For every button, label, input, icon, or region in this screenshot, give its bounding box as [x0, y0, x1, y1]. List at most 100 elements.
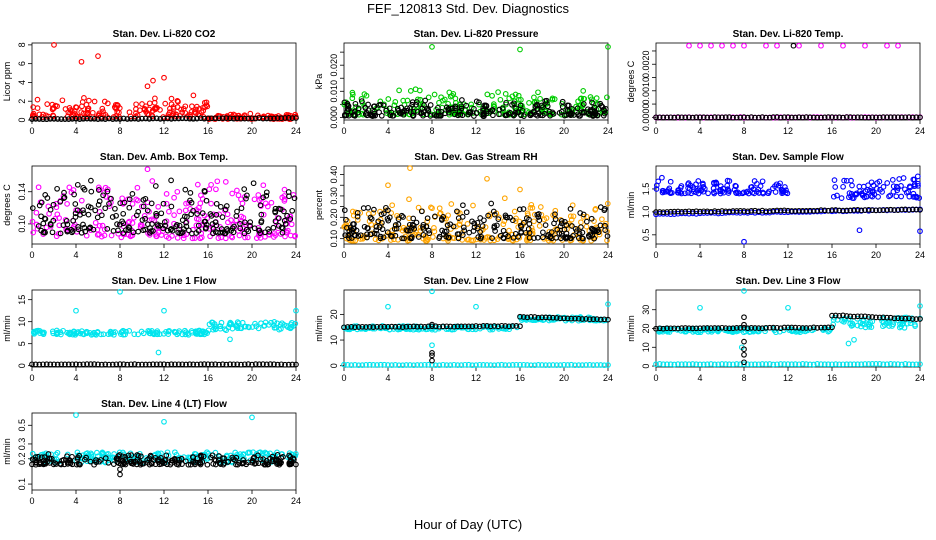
y-tick-label: 1.0 [641, 206, 651, 219]
data-point [91, 329, 97, 336]
data-point [131, 361, 138, 367]
data-point [711, 325, 718, 331]
data-point [887, 192, 894, 199]
data-point [818, 207, 824, 213]
data-point [80, 207, 86, 214]
x-tick-label: 0 [653, 373, 658, 383]
data-point [135, 452, 142, 459]
data-point [244, 192, 250, 199]
data-point [909, 114, 916, 121]
data-point [365, 107, 372, 114]
data-point [54, 103, 60, 110]
data-point [759, 325, 766, 332]
data-point [139, 361, 145, 368]
y-tick-label: 0 [17, 117, 27, 122]
panel-title: Stan. Dev. Gas Stream RH [414, 152, 537, 163]
data-point [895, 207, 901, 213]
data-point [260, 456, 267, 462]
data-point [825, 114, 832, 120]
data-point [262, 229, 268, 236]
data-point [53, 331, 60, 337]
data-point [143, 108, 149, 115]
data-point [715, 114, 722, 121]
data-point [450, 105, 456, 112]
data-point [272, 208, 278, 215]
data-point [506, 362, 512, 368]
data-point [119, 453, 126, 460]
data-point [671, 208, 678, 215]
data-point [873, 114, 879, 121]
data-point [463, 209, 470, 216]
data-point [87, 204, 94, 211]
data-point [485, 212, 491, 219]
data-point [546, 314, 553, 321]
data-point [282, 115, 288, 121]
panel-title: Stan. Dev. Line 1 Flow [112, 276, 217, 287]
data-point [693, 189, 699, 196]
data-point [481, 217, 487, 224]
data-point [664, 361, 670, 368]
data-point [126, 328, 133, 334]
data-point [223, 115, 230, 121]
data-point [395, 216, 402, 222]
data-point [898, 193, 905, 200]
data-point [62, 116, 68, 122]
data-point [181, 226, 187, 232]
data-point [29, 205, 36, 211]
data-point [400, 214, 406, 220]
data-point [854, 313, 861, 320]
data-point [741, 351, 747, 358]
data-point [409, 101, 416, 108]
data-point [497, 96, 504, 103]
data-point [437, 210, 444, 217]
data-point [880, 207, 887, 214]
data-point [580, 214, 587, 220]
data-series [653, 361, 923, 368]
data-point [895, 361, 901, 367]
data-point [234, 208, 240, 215]
data-point [109, 116, 116, 122]
data-point [168, 177, 174, 184]
data-point [215, 235, 222, 241]
y-tick-label: 0.40 [329, 166, 339, 184]
data-point [412, 86, 419, 93]
data-point [510, 234, 517, 241]
data-point [63, 218, 70, 224]
data-point [51, 361, 57, 368]
y-tick-label: 6 [17, 61, 27, 66]
data-point [719, 208, 725, 214]
data-point [34, 96, 41, 103]
panel-title: Stan. Dev. Line 2 Flow [424, 276, 529, 287]
data-point [894, 187, 901, 194]
data-point [122, 454, 129, 460]
x-tick-label: 8 [117, 126, 122, 136]
data-point [179, 331, 186, 338]
data-point [84, 361, 90, 367]
data-point [788, 361, 795, 368]
data-point [498, 361, 505, 368]
data-point [202, 188, 208, 195]
data-point [774, 207, 780, 214]
data-point [40, 220, 47, 227]
data-point [269, 453, 276, 460]
data-point [711, 208, 718, 214]
data-point [349, 95, 356, 102]
data-point [506, 95, 513, 102]
x-tick-label: 16 [203, 373, 213, 383]
x-tick-label: 0 [29, 126, 34, 136]
data-point [408, 235, 415, 242]
data-point [64, 227, 71, 234]
data-point [895, 114, 901, 121]
data-point [418, 208, 425, 215]
data-point [127, 233, 134, 240]
data-point [349, 208, 356, 215]
x-tick-label: 20 [247, 126, 257, 136]
data-point [64, 201, 70, 207]
data-point [76, 116, 83, 122]
data-point [289, 361, 296, 368]
data-point [686, 361, 692, 368]
data-point [458, 362, 465, 368]
data-point [29, 450, 36, 457]
data-point [117, 331, 124, 337]
data-point [601, 207, 608, 214]
